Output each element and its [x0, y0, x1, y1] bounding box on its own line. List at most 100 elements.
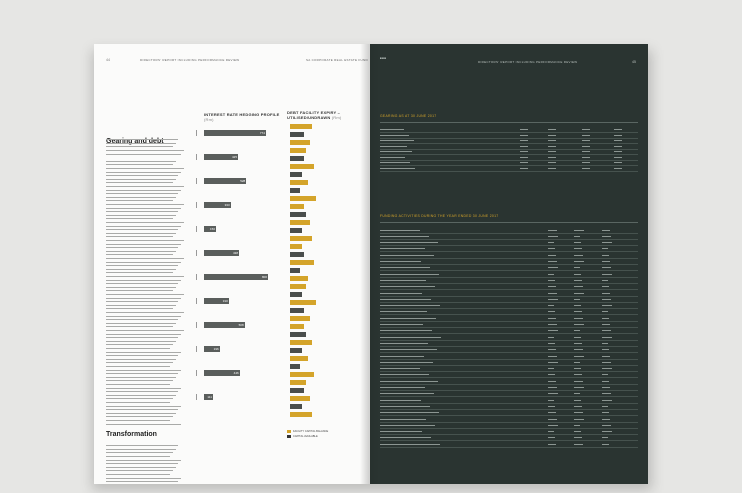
funding-row-label: [380, 305, 440, 307]
text-line: [106, 308, 173, 310]
funding-row-value: [574, 305, 581, 307]
text-line: [106, 272, 173, 274]
funding-table-row-line: [380, 390, 638, 391]
text-line: [106, 315, 182, 317]
text-line: [106, 402, 170, 404]
text-line: [106, 340, 176, 342]
text-line: [106, 193, 179, 195]
text-line: [106, 445, 179, 447]
gearing-row-value: [520, 156, 528, 158]
text-line: [106, 279, 182, 281]
funding-row-value: [574, 368, 581, 370]
gearing-row-label: [380, 167, 415, 169]
facility-capital-bar: [290, 260, 314, 265]
funding-table-row-line: [380, 295, 638, 296]
capital-available-bar: [290, 348, 302, 353]
legend-swatch-available: [287, 435, 291, 438]
hedging-bar-value: 800: [261, 275, 267, 280]
funding-row-value: [548, 242, 554, 244]
gearing-row-value: [582, 167, 590, 169]
hedging-bar: [204, 202, 231, 208]
text-line: [106, 207, 182, 209]
funding-row-value: [574, 399, 581, 401]
funding-row-value: [602, 380, 609, 382]
text-line: [106, 376, 176, 378]
text-line: [106, 160, 176, 162]
hedging-bar: [204, 226, 216, 232]
hedging-chart-title: INTEREST RATE HEDGING PROFILE (Rm): [204, 112, 280, 122]
text-line: [106, 409, 179, 411]
funding-row-value: [574, 317, 583, 319]
text-line: [106, 412, 176, 414]
capital-available-bar: [290, 228, 302, 233]
text-line: [106, 337, 179, 339]
gearing-table-row-line: [380, 165, 638, 166]
hedging-bar-value: 310: [222, 299, 228, 304]
text-line: [106, 247, 179, 249]
funding-row-label: [380, 349, 437, 351]
funding-row-label: [380, 387, 425, 389]
facility-capital-bar: [290, 324, 304, 329]
hedging-axis-tick: [196, 346, 203, 352]
funding-row-value: [548, 336, 554, 338]
funding-table-row-line: [380, 415, 638, 416]
funding-row-value: [602, 317, 609, 319]
text-line: [106, 481, 179, 483]
funding-row-label: [380, 361, 433, 363]
text-line: [106, 204, 184, 206]
funding-table-row-line: [380, 440, 638, 441]
funding-row-value: [602, 286, 609, 288]
text-line: [106, 225, 182, 227]
hedging-bar: [204, 154, 238, 160]
capital-available-bar: [290, 188, 300, 193]
gearing-row-value: [520, 151, 528, 153]
funding-row-value: [602, 355, 610, 357]
text-line: [106, 142, 176, 144]
gearing-table-row-line: [380, 148, 638, 149]
gearing-table-row-line: [380, 143, 638, 144]
funding-row-value: [574, 349, 583, 351]
funding-row-label: [380, 424, 435, 426]
facility-capital-bar: [290, 148, 306, 153]
text-line: [106, 448, 176, 450]
funding-row-value: [548, 298, 558, 300]
hedging-bar-value: 446: [233, 371, 239, 376]
gearing-row-label: [380, 156, 405, 158]
funding-row-value: [548, 248, 555, 250]
open-report-book: 44 DIRECTORS' REPORT INCLUDING PERFORMAN…: [94, 44, 648, 484]
funding-row-value: [574, 380, 583, 382]
funding-row-label: [380, 418, 426, 420]
funding-row-value: [574, 242, 581, 244]
funding-row-value: [574, 248, 582, 250]
funding-row-label: [380, 242, 438, 244]
facility-capital-bar: [290, 356, 308, 361]
funding-row-label: [380, 393, 434, 395]
funding-row-value: [574, 229, 584, 231]
gearing-row-value: [520, 140, 528, 142]
hedging-bar: [204, 274, 268, 280]
hedging-axis-tick: [196, 274, 203, 280]
text-line: [106, 139, 179, 141]
hedging-axis-tick: [196, 298, 203, 304]
text-line: [106, 322, 176, 324]
text-line: [106, 369, 182, 371]
funding-table-row-line: [380, 364, 638, 366]
funding-table-row-line: [380, 434, 638, 435]
funding-row-value: [548, 311, 555, 313]
text-line: [106, 416, 173, 418]
facility-capital-bar: [290, 180, 308, 185]
text-line: [106, 250, 176, 252]
text-line: [106, 366, 170, 368]
text-line: [106, 466, 176, 468]
funding-row-value: [574, 330, 580, 332]
funding-row-value: [602, 393, 611, 395]
text-line: [106, 178, 176, 180]
text-line: [106, 452, 173, 454]
funding-row-value: [548, 349, 556, 351]
left-page-header: DIRECTORS' REPORT INCLUDING PERFORMANCE …: [140, 58, 240, 62]
text-line: [106, 423, 182, 425]
facility-capital-bar: [290, 204, 304, 209]
funding-table-row-line: [380, 446, 638, 448]
funding-row-value: [602, 242, 612, 244]
right-page-logo: ■■■: [380, 56, 387, 60]
